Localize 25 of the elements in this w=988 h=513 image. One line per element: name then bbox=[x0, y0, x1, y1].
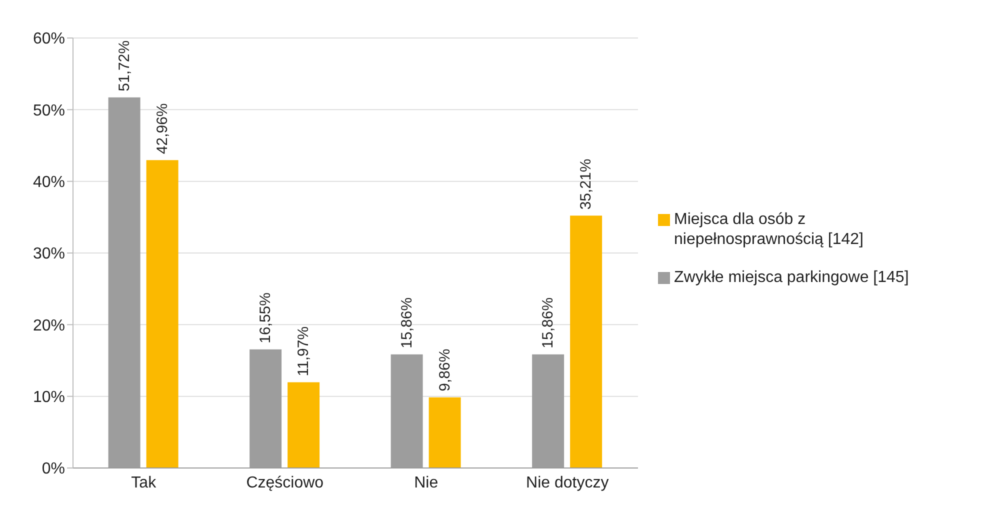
x-tick-label: Nie bbox=[414, 474, 438, 492]
bar bbox=[146, 160, 178, 468]
x-tick-label: Tak bbox=[131, 474, 158, 492]
x-tick-label: Nie dotyczy bbox=[526, 474, 609, 492]
data-label: 16,55% bbox=[257, 292, 274, 344]
data-label: 11,97% bbox=[295, 326, 312, 376]
data-label: 15,86% bbox=[398, 297, 416, 348]
bar bbox=[570, 216, 602, 468]
bar bbox=[288, 382, 320, 468]
y-tick-label: 30% bbox=[32, 246, 65, 263]
data-label: 42,96% bbox=[154, 103, 171, 154]
y-tick-label: 40% bbox=[32, 174, 65, 192]
y-tick-label: 0% bbox=[42, 460, 65, 478]
data-label: 51,72% bbox=[116, 40, 133, 92]
y-tick-label: 60% bbox=[32, 30, 65, 48]
legend-label: Miejsca dla osób z niepełnosprawnością [142] bbox=[674, 210, 864, 250]
data-label: 35,21% bbox=[578, 158, 595, 210]
y-tick-label: 50% bbox=[32, 102, 65, 120]
data-label: 15,86% bbox=[540, 297, 557, 348]
y-tick-label: 10% bbox=[32, 389, 65, 406]
bar bbox=[428, 397, 461, 468]
legend-label: Zwykłe miejsca parkingowe [145] bbox=[674, 268, 910, 288]
x-tick-label: Częściowo bbox=[246, 474, 324, 492]
data-label: 9,86% bbox=[436, 348, 454, 392]
y-tick-label: 20% bbox=[32, 317, 65, 334]
